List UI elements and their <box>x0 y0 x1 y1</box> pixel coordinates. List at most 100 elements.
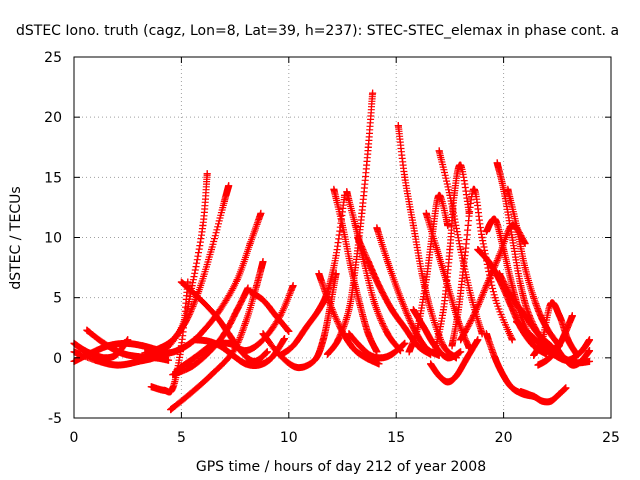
data-point <box>396 294 404 302</box>
chart-title: dSTEC Iono. truth (cagz, Lon=8, Lat=39, … <box>16 23 619 39</box>
data-point <box>433 246 441 254</box>
data-point <box>427 360 435 368</box>
y-tick-label: -5 <box>48 411 62 427</box>
data-point <box>384 330 392 338</box>
data-point <box>467 294 475 302</box>
data-point <box>242 318 250 326</box>
data-point <box>87 349 95 357</box>
data-point <box>203 337 211 345</box>
data-point <box>358 209 366 217</box>
y-axis-title: dSTEC / TECUs <box>8 186 24 289</box>
series-27 <box>431 161 473 356</box>
data-point <box>366 351 374 359</box>
data-point <box>212 312 220 320</box>
data-point <box>512 221 520 229</box>
data-point <box>190 354 198 362</box>
data-point <box>169 336 177 344</box>
y-tick-label: 25 <box>44 50 62 66</box>
data-point <box>272 312 280 320</box>
data-point <box>242 360 250 368</box>
data-point <box>491 354 499 362</box>
data-point <box>446 246 454 254</box>
data-point <box>233 276 241 284</box>
data-point <box>435 191 443 199</box>
data-point <box>521 312 529 320</box>
data-point <box>508 336 516 344</box>
data-point <box>257 209 265 217</box>
data-point <box>83 326 91 334</box>
data-point <box>199 221 207 229</box>
data-point <box>173 366 181 374</box>
data-point <box>448 342 456 350</box>
data-point <box>186 339 194 347</box>
data-point <box>508 282 516 290</box>
data-point <box>517 388 525 396</box>
data-point <box>586 357 594 365</box>
data-point <box>323 350 331 358</box>
data-point <box>586 347 594 355</box>
data-point <box>409 221 417 229</box>
data-point <box>122 339 130 347</box>
data-point <box>388 306 396 314</box>
data-point <box>547 397 555 405</box>
data-point <box>216 342 224 350</box>
data-point <box>364 143 372 151</box>
data-point <box>384 258 392 266</box>
data-point <box>255 361 263 369</box>
y-tick-label: 20 <box>44 110 62 126</box>
y-tick-label: 0 <box>53 351 62 367</box>
series-11 <box>177 278 271 365</box>
data-point <box>422 344 430 352</box>
data-point <box>113 361 121 369</box>
data-point <box>334 336 342 344</box>
data-point <box>195 294 203 302</box>
data-point <box>165 356 173 364</box>
data-point <box>534 361 542 369</box>
series-16 <box>315 270 383 368</box>
data-point <box>134 357 142 365</box>
data-point <box>491 294 499 302</box>
data-point <box>512 318 520 326</box>
data-point <box>562 384 570 392</box>
data-point <box>281 335 289 343</box>
data-point <box>409 306 417 314</box>
data-point <box>117 349 125 357</box>
data-point <box>188 362 196 370</box>
data-point <box>401 324 409 332</box>
data-point <box>263 348 271 356</box>
series-37 <box>517 384 570 406</box>
data-point <box>276 351 284 359</box>
data-point <box>444 221 452 229</box>
x-tick-label: 10 <box>280 430 298 446</box>
data-point <box>435 147 443 155</box>
data-point <box>444 378 452 386</box>
data-point <box>517 282 525 290</box>
data-point <box>289 342 297 350</box>
data-point <box>538 336 546 344</box>
data-point <box>345 306 353 314</box>
y-tick-label: 10 <box>44 231 62 247</box>
x-tick-label: 0 <box>70 430 79 446</box>
data-point <box>229 351 237 359</box>
data-point <box>315 270 323 278</box>
series-29 <box>427 336 482 386</box>
data-point <box>461 252 469 260</box>
data-point <box>371 300 379 308</box>
data-point <box>225 182 233 190</box>
data-point <box>493 159 501 167</box>
data-point <box>203 170 211 178</box>
data-point <box>339 221 346 229</box>
data-point <box>253 282 261 290</box>
series-28 <box>435 147 486 338</box>
data-point <box>482 282 490 290</box>
data-point <box>431 348 439 356</box>
data-point <box>525 330 533 338</box>
data-point <box>500 246 508 254</box>
data-point <box>495 270 503 278</box>
data-point <box>343 188 351 196</box>
data-point <box>508 234 516 241</box>
data-point <box>160 386 168 394</box>
data-point <box>454 306 462 314</box>
data-point <box>259 330 267 338</box>
data-point <box>508 384 516 392</box>
